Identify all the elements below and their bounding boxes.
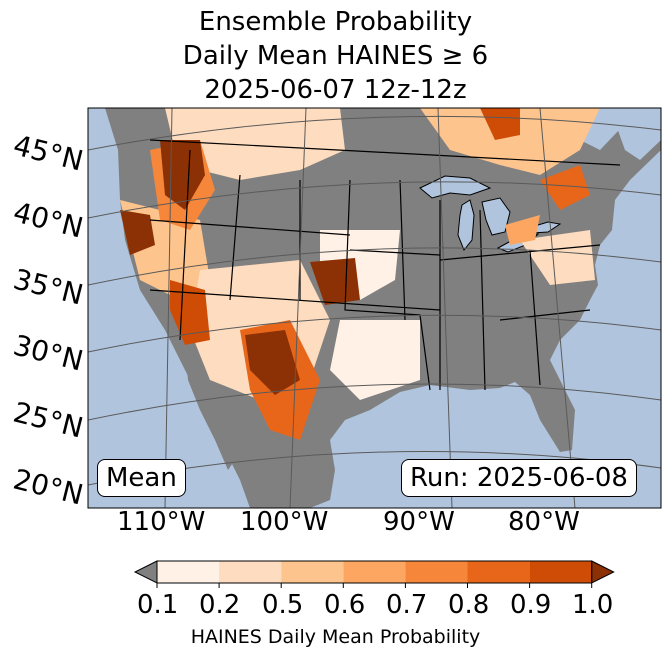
colorbar-tick-label: 0.2 bbox=[199, 590, 241, 620]
colorbar-tick-label: 0.6 bbox=[324, 590, 366, 620]
colorbar-segment bbox=[157, 561, 220, 583]
colorbar-segment bbox=[219, 561, 282, 583]
colorbar-tick-label: 0.7 bbox=[386, 590, 428, 620]
title-line-2: Daily Mean HAINES ≥ 6 bbox=[182, 41, 489, 71]
colorbar-frame bbox=[156, 560, 593, 584]
stat-label-box: Mean bbox=[97, 459, 186, 497]
lon-label-90: 90°W bbox=[383, 507, 455, 537]
colorbar-tick-label: 1.0 bbox=[572, 590, 614, 620]
map-frame bbox=[87, 107, 662, 509]
colorbar-tick-label: 0.1 bbox=[137, 590, 179, 620]
lon-label-80: 80°W bbox=[508, 507, 580, 537]
gulf-st-lawrence bbox=[610, 108, 661, 160]
lake-huron bbox=[481, 197, 511, 236]
colorbar-segment bbox=[281, 561, 344, 583]
colorbar-tick-label: 0.8 bbox=[448, 590, 490, 620]
colorbar-tick-label: 0.5 bbox=[262, 590, 304, 620]
colorbar-label: HAINES Daily Mean Probability bbox=[190, 626, 481, 648]
colorbar-over-triangle bbox=[591, 560, 615, 584]
lon-label-100: 100°W bbox=[240, 507, 329, 537]
title-line-1: Ensemble Probability bbox=[198, 7, 473, 37]
gridlines bbox=[88, 108, 661, 508]
colorbar-tick-label: 0.9 bbox=[510, 590, 552, 620]
pacific-coast-ocean bbox=[88, 108, 250, 508]
colorbar-segment bbox=[405, 561, 468, 583]
lon-label-110: 110°W bbox=[117, 507, 206, 537]
colorbar-under-triangle bbox=[133, 560, 158, 584]
colorbar bbox=[133, 560, 615, 588]
land-mass bbox=[88, 108, 661, 508]
run-date-box: Run: 2025-06-08 bbox=[401, 459, 637, 497]
lake-michigan bbox=[457, 199, 475, 251]
baja-peninsula bbox=[185, 345, 235, 470]
colorbar-segment bbox=[467, 561, 530, 583]
title-line-3: 2025-06-07 12z-12z bbox=[204, 75, 467, 105]
colorbar-segment bbox=[343, 561, 406, 583]
state-borders bbox=[149, 139, 621, 391]
colorbar-segment bbox=[529, 561, 592, 583]
